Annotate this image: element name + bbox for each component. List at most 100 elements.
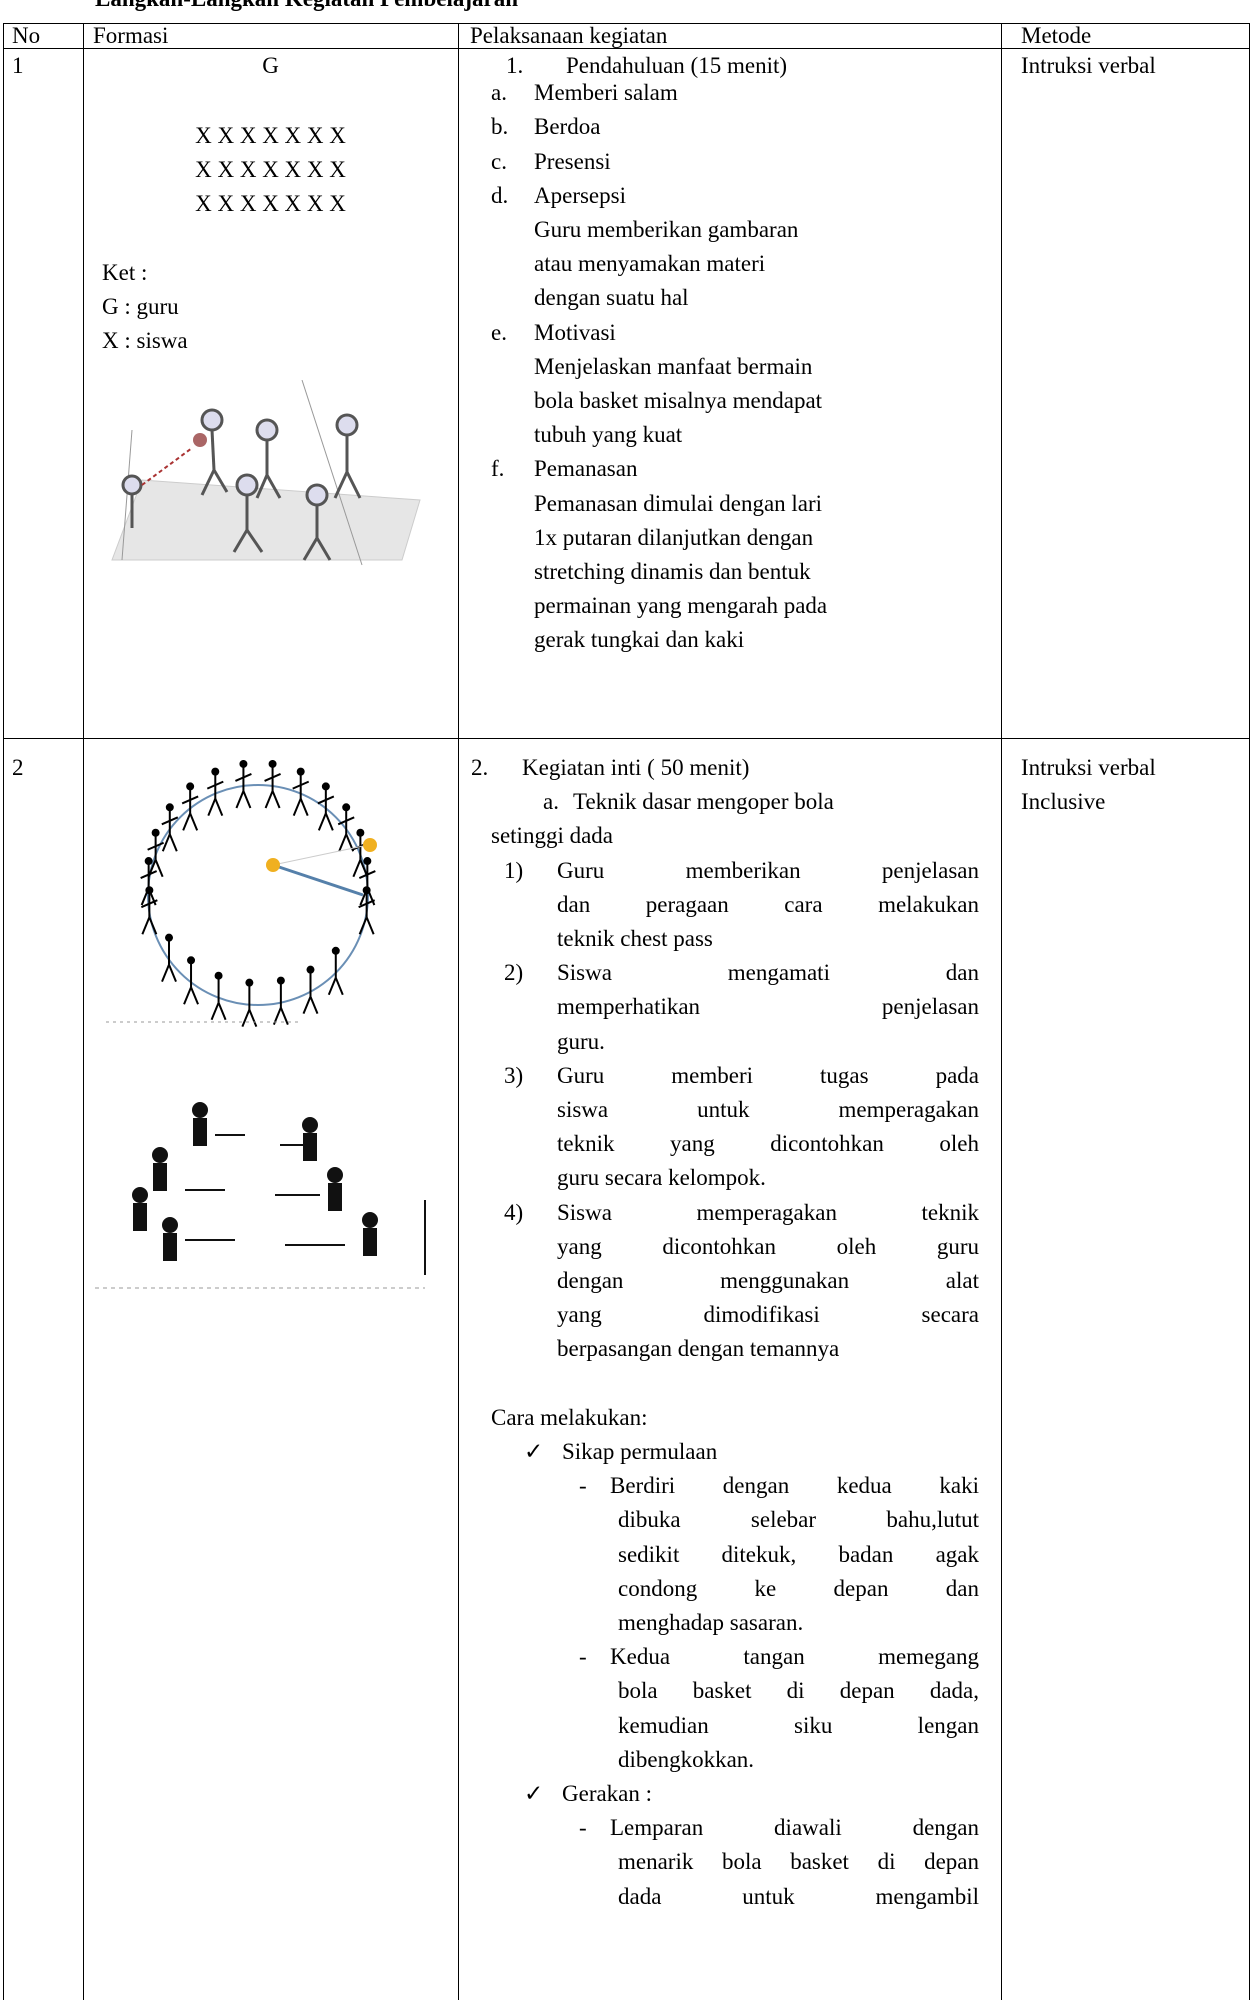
- stick-figure: [356, 828, 365, 837]
- column-header: Metode: [1021, 23, 1092, 48]
- formation-students: X X X X X X X: [195, 123, 346, 148]
- stick-figure: [292, 780, 310, 790]
- stick-figure: [248, 1009, 258, 1028]
- list-marker: c.: [491, 148, 507, 174]
- stick-figure: [211, 767, 220, 776]
- activity-text: condong ke depan dan: [618, 1575, 979, 1601]
- activity-text: dengan menggunakan alat: [557, 1268, 979, 1293]
- stick-figure: [140, 887, 150, 906]
- stick-figure: [242, 790, 252, 809]
- stick-figure: [161, 816, 179, 826]
- stick-figure: [147, 859, 157, 878]
- activity-text: Siswa mengamati dan: [557, 960, 979, 986]
- list-marker: -: [579, 1473, 587, 1499]
- stick-figure: [264, 773, 281, 782]
- formation-legend: X : siswa: [102, 328, 188, 354]
- stick-figure: [186, 782, 195, 791]
- activity-text: Apersepsi: [534, 182, 626, 208]
- stick-figure: [151, 828, 160, 837]
- stick-figure: [187, 956, 196, 965]
- column-header: No: [12, 23, 41, 48]
- stick-figure: [206, 780, 224, 790]
- table-border: [1249, 23, 1250, 2000]
- stick-figure: [245, 978, 254, 987]
- activity-text: guru.: [557, 1028, 605, 1054]
- list-marker: b.: [491, 114, 509, 140]
- activity-text: yang dicontohkan oleh guru: [557, 1233, 979, 1259]
- stick-figure: [342, 803, 351, 812]
- activity-text: yang dimodifikasi secara: [557, 1302, 979, 1328]
- stick-figure: [235, 790, 245, 809]
- stick-figure: [161, 833, 171, 852]
- row-number: 1: [12, 53, 24, 78]
- activity-text: Memberi salam: [534, 80, 678, 106]
- list-marker: -: [579, 1815, 587, 1841]
- stick-figure: [147, 841, 165, 851]
- stick-figure: [362, 886, 371, 895]
- stick-figure: [235, 773, 252, 782]
- stick-figure: [148, 916, 158, 935]
- table-border: [83, 23, 84, 2000]
- stick-figure: [363, 857, 372, 866]
- activity-text: tubuh yang kuat: [534, 422, 683, 448]
- activity-text: Guru memberikan gambaran: [534, 217, 799, 242]
- stick-figure: [358, 870, 376, 879]
- activity-text: Berdiri dengan kedua kaki: [610, 1473, 979, 1499]
- activity-text: Kegiatan inti ( 50 menit): [522, 755, 750, 780]
- stick-figure: [189, 813, 199, 831]
- formation-illustration: [111, 380, 421, 566]
- stick-figure: [306, 965, 315, 974]
- table-border: [3, 48, 1250, 49]
- table-border: [3, 23, 1250, 24]
- stick-figure: [207, 798, 217, 817]
- column-header: Formasi: [93, 23, 169, 48]
- stick-figure: [317, 795, 335, 805]
- list-marker: 1): [504, 857, 524, 883]
- activity-text: Berdoa: [534, 114, 601, 140]
- activity-text: atau menyamakan materi: [534, 251, 766, 277]
- stick-figure: [302, 996, 312, 1015]
- stick-figure: [165, 933, 174, 942]
- activity-text: gerak tungkai dan kaki: [534, 627, 745, 653]
- activity-text: Guru memberikan penjelasan: [557, 857, 979, 883]
- list-marker: d.: [491, 182, 509, 208]
- stick-figure: [317, 813, 327, 831]
- stick-figure: [268, 760, 277, 768]
- activity-text: teknik yang dicontohkan oleh: [557, 1131, 979, 1157]
- stick-figure: [141, 916, 151, 935]
- list-marker: 4): [504, 1199, 524, 1225]
- list-marker: 2.: [471, 755, 489, 780]
- stick-figure: [359, 859, 369, 878]
- formation-students: X X X X X X X: [195, 157, 346, 183]
- stick-figure: [279, 1007, 289, 1025]
- stick-figure: [299, 798, 309, 817]
- stick-figure: [241, 1009, 251, 1028]
- list-marker: e.: [491, 319, 507, 345]
- activity-text: dengan suatu hal: [534, 285, 689, 311]
- table-border: [458, 23, 459, 2000]
- stick-figure: [292, 798, 302, 817]
- stick-figure: [321, 782, 330, 791]
- table-border: [3, 23, 4, 2000]
- list-marker: a.: [543, 789, 559, 815]
- list-marker: 1.: [506, 53, 524, 78]
- activity-text: Teknik dasar mengoper bola: [573, 789, 834, 815]
- stick-figure: [147, 887, 157, 906]
- activity-text: kemudian siku lengan: [618, 1712, 979, 1738]
- stick-figure: [331, 946, 340, 955]
- stick-figure: [264, 790, 274, 809]
- activity-text: Lemparan diawali dengan: [610, 1815, 979, 1841]
- stick-figure: [182, 813, 192, 831]
- stick-figure: [327, 977, 337, 996]
- activity-text: teknik chest pass: [557, 926, 713, 951]
- list-marker: ✓: [524, 1439, 544, 1464]
- stick-figure: [338, 833, 348, 852]
- stick-figure: [324, 813, 334, 831]
- stick-figure: [161, 964, 170, 983]
- stick-figure: [214, 971, 223, 980]
- stick-figure: [154, 859, 164, 878]
- activity-text: Kedua tangan memegang: [610, 1644, 979, 1670]
- activity-text: Sikap permulaan: [562, 1439, 718, 1464]
- stick-figure: [168, 964, 177, 983]
- activity-text: stretching dinamis dan bentuk: [534, 559, 811, 584]
